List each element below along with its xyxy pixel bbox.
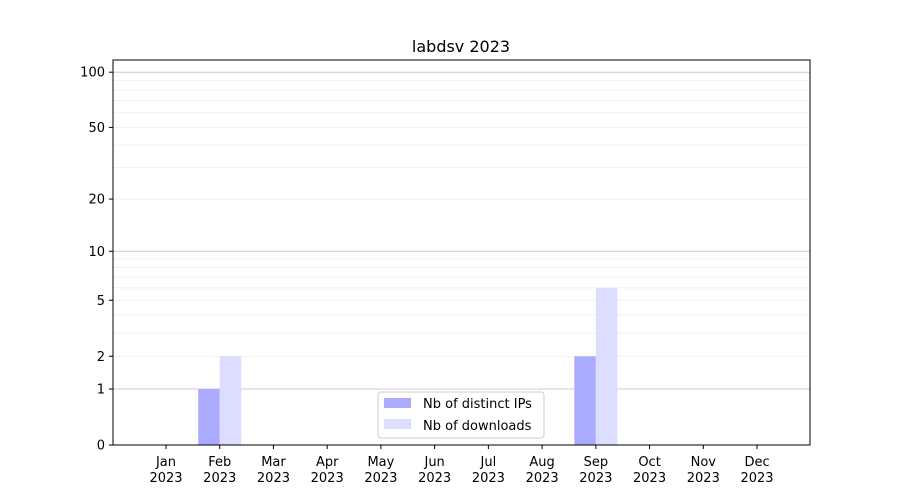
x-tick-label: Apr 2023 (311, 455, 344, 486)
legend-label-ips: Nb of distinct IPs (423, 397, 532, 412)
axes-frame (112, 59, 811, 446)
bar-downloads (595, 287, 618, 445)
y-tick-label: 2 (97, 350, 105, 365)
x-tick-label: Jun 2023 (418, 455, 451, 486)
x-tick-label: Mar 2023 (257, 455, 290, 486)
y-tick-label: 10 (88, 245, 105, 260)
grid (113, 71, 810, 390)
x-tick-label: Aug 2023 (526, 455, 559, 486)
bar-downloads (219, 356, 242, 445)
bar-ips (574, 356, 596, 445)
x-tick-label: Dec 2023 (740, 455, 773, 486)
y-tick-label: 100 (80, 66, 105, 81)
legend-box (377, 391, 545, 439)
chart-title: labdsv 2023 (412, 37, 510, 56)
y-tick-label: 1 (97, 383, 105, 398)
bars (198, 287, 618, 445)
x-tick-label: Feb 2023 (203, 455, 236, 486)
x-tick-label: Nov 2023 (687, 455, 720, 486)
x-tick-label: Jan 2023 (149, 455, 182, 486)
x-tick-label: Oct 2023 (633, 455, 666, 486)
x-tick-label: Sep 2023 (579, 455, 612, 486)
y-tick-label: 50 (88, 121, 105, 136)
x-tick-label: May 2023 (364, 455, 397, 486)
x-axis: Jan 2023 Feb 2023 Mar 2023 Apr 2023 May 2023 Jun 20… (149, 445, 774, 486)
legend-swatch-downloads (384, 419, 411, 429)
y-tick-label: 20 (88, 193, 105, 208)
bar-ips (198, 389, 220, 445)
legend: Nb of distinct IPs Nb of downloads (377, 391, 545, 439)
legend-swatch-ips (384, 398, 411, 408)
y-axis: 0 1 2 5 10 20 50 100 (80, 66, 113, 454)
x-tick-label: Jul 2023 (472, 455, 505, 486)
legend-label-downloads: Nb of downloads (423, 419, 532, 434)
y-tick-label: 5 (97, 294, 105, 309)
y-tick-label: 0 (97, 439, 105, 454)
